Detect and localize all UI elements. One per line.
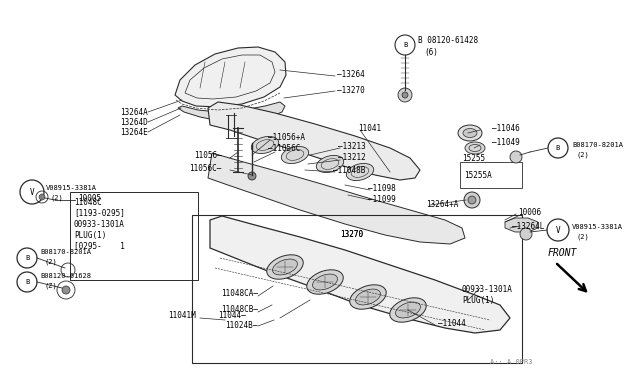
Bar [192, 215, 522, 363]
Ellipse shape [463, 128, 477, 138]
Polygon shape [208, 153, 465, 244]
Polygon shape [175, 47, 286, 107]
Text: (2): (2) [576, 234, 589, 240]
Polygon shape [210, 216, 510, 333]
Ellipse shape [312, 274, 337, 290]
Ellipse shape [396, 302, 420, 318]
Text: 13264+A: 13264+A [426, 199, 458, 208]
Text: 11048CA—: 11048CA— [221, 289, 258, 298]
Text: 11041M: 11041M [168, 311, 196, 321]
Text: 11044—: 11044— [218, 311, 246, 321]
Text: —11049: —11049 [492, 138, 520, 147]
Text: B: B [403, 42, 407, 48]
Text: (Z): (Z) [44, 283, 57, 289]
Text: (2): (2) [576, 152, 589, 158]
Text: 11048C: 11048C [74, 198, 102, 206]
Text: —13264: —13264 [337, 70, 365, 78]
Text: B: B [25, 255, 29, 261]
Text: (2): (2) [44, 259, 57, 265]
Text: V08915-3381A: V08915-3381A [46, 185, 97, 191]
Text: —11056+A: —11056+A [268, 132, 305, 141]
Text: FRONT: FRONT [548, 248, 577, 258]
Ellipse shape [282, 147, 308, 164]
Text: 15255: 15255 [462, 154, 485, 163]
Circle shape [248, 172, 256, 180]
Text: 13264A: 13264A [120, 108, 148, 116]
Text: A·· A 0PR3: A·· A 0PR3 [490, 359, 532, 365]
Text: B: B [25, 279, 29, 285]
Ellipse shape [267, 255, 303, 279]
Polygon shape [505, 218, 538, 232]
Ellipse shape [349, 285, 387, 309]
Text: 15255A: 15255A [464, 170, 492, 180]
Text: (6): (6) [424, 48, 438, 57]
Ellipse shape [465, 142, 485, 154]
Text: V08915-3381A: V08915-3381A [572, 224, 623, 230]
Text: B08170-8201A: B08170-8201A [572, 142, 623, 148]
Text: B08120-61628: B08120-61628 [40, 273, 91, 279]
Text: [0295-    1: [0295- 1 [74, 241, 125, 250]
Text: 11048CB—: 11048CB— [221, 305, 258, 314]
Circle shape [520, 228, 532, 240]
Text: 13270: 13270 [340, 230, 363, 238]
Bar [70, 192, 198, 280]
Ellipse shape [307, 270, 343, 294]
Circle shape [402, 92, 408, 98]
Text: B: B [556, 145, 560, 151]
Text: 11056C—: 11056C— [189, 164, 222, 173]
Text: 00933-1301A: 00933-1301A [74, 219, 125, 228]
Text: —11044: —11044 [438, 318, 466, 327]
Text: —13213: —13213 [338, 141, 365, 151]
Text: [1193-0295]: [1193-0295] [74, 208, 125, 218]
Polygon shape [208, 102, 420, 180]
Ellipse shape [252, 137, 278, 154]
Text: B 08120-61428: B 08120-61428 [418, 35, 478, 45]
Text: (2): (2) [50, 195, 63, 201]
Text: 11024B—: 11024B— [226, 321, 258, 330]
Text: 00933-1301A: 00933-1301A [462, 285, 513, 295]
Ellipse shape [316, 155, 344, 173]
Ellipse shape [346, 163, 374, 180]
Polygon shape [178, 102, 285, 122]
Ellipse shape [458, 125, 482, 141]
Text: PLUG(1): PLUG(1) [462, 296, 494, 305]
Text: 13264D: 13264D [120, 118, 148, 126]
Text: —13264L: —13264L [512, 221, 545, 231]
Text: B08170-8201A: B08170-8201A [40, 249, 91, 255]
Text: —11098: —11098 [368, 183, 396, 192]
Text: —13270: —13270 [337, 86, 365, 94]
Text: 13270: 13270 [340, 230, 363, 238]
Text: —11046: —11046 [492, 124, 520, 132]
Ellipse shape [273, 259, 298, 275]
Circle shape [468, 196, 476, 204]
Text: 11041: 11041 [358, 124, 381, 132]
Circle shape [464, 192, 480, 208]
Ellipse shape [356, 289, 380, 305]
Text: PLUG(1): PLUG(1) [74, 231, 106, 240]
Text: 10006: 10006 [518, 208, 541, 217]
Circle shape [398, 88, 412, 102]
Circle shape [510, 151, 522, 163]
Bar [460, 162, 522, 188]
Text: 10005: 10005 [78, 193, 101, 202]
Text: V: V [556, 225, 560, 234]
Circle shape [39, 194, 45, 200]
Text: —11099: —11099 [368, 195, 396, 203]
Text: 13264E: 13264E [120, 128, 148, 137]
Text: V: V [29, 187, 35, 196]
Text: 11056—: 11056— [195, 151, 222, 160]
Circle shape [62, 286, 70, 294]
Text: —11056C: —11056C [268, 144, 300, 153]
Ellipse shape [390, 298, 426, 322]
Text: —13212: —13212 [338, 153, 365, 161]
Text: —11048B: —11048B [333, 166, 365, 174]
